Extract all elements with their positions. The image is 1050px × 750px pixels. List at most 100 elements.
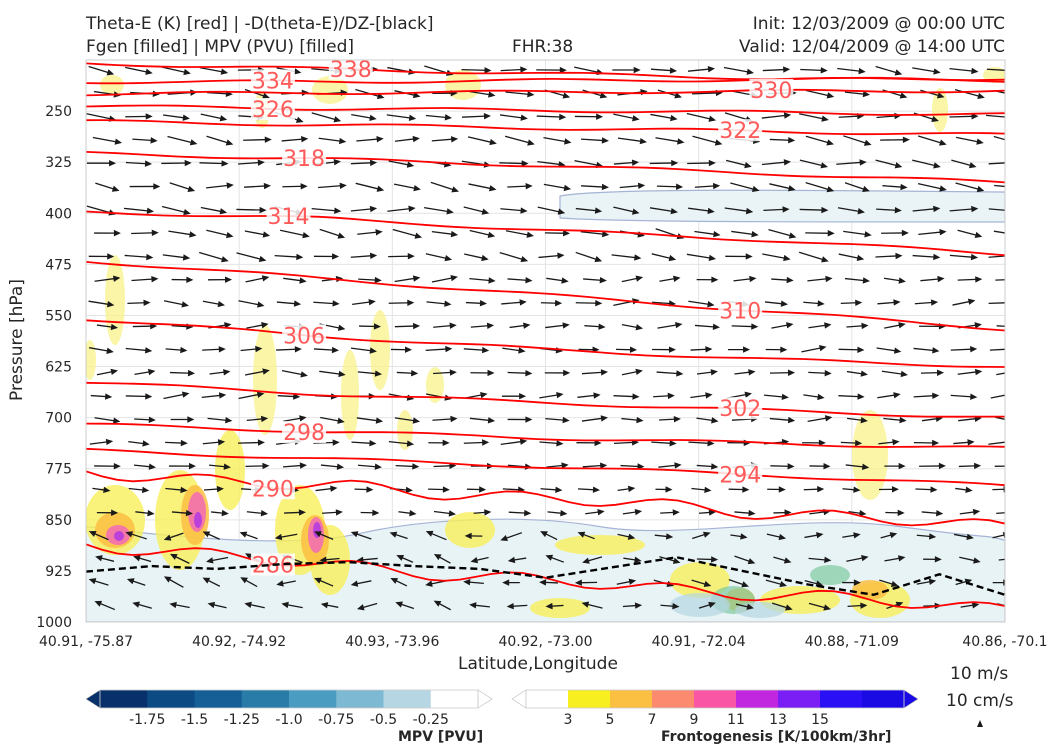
- wind-arrow: [580, 137, 609, 144]
- wind-arrow: [649, 159, 679, 167]
- wind-arrow: [244, 601, 265, 609]
- wind-arrow: [206, 135, 234, 146]
- wind-arrow: [199, 160, 229, 167]
- wind-arrow: [246, 322, 269, 329]
- wind-arrow: [655, 486, 673, 493]
- y-axis-label: Pressure [hPa]: [6, 279, 27, 401]
- wind-ref-1: 10 m/s: [950, 664, 1009, 684]
- theta-e-label: 290: [252, 477, 294, 502]
- fill-region: [215, 430, 245, 510]
- wind-arrow: [995, 278, 1005, 281]
- wind-arrow: [506, 603, 528, 610]
- wind-arrow: [466, 486, 487, 493]
- wind-arrow: [724, 207, 754, 215]
- wind-arrow: [94, 600, 116, 611]
- wind-arrow: [799, 206, 829, 214]
- wind-arrow: [426, 300, 452, 307]
- theta-e-contour: [86, 447, 1005, 487]
- wind-arrow: [470, 322, 495, 329]
- title-right-1: Init: 12/03/2009 @ 00:00 UTC: [752, 14, 1005, 34]
- wind-arrow: [621, 368, 643, 376]
- wind-arrow: [540, 299, 563, 307]
- wind-arrow: [128, 440, 150, 447]
- theta-e-label: 322: [719, 119, 761, 144]
- wind-arrow: [388, 253, 415, 260]
- wind-arrow: [133, 463, 157, 470]
- wind-arrow: [694, 182, 721, 190]
- wind-arrow: [616, 578, 637, 585]
- contour-label-bg: [282, 324, 327, 347]
- wind-arrow: [543, 137, 572, 145]
- wind-arrow: [544, 369, 571, 377]
- wind-arrow: [765, 346, 788, 353]
- wind-arrow: [124, 253, 154, 261]
- wind-arrow: [805, 230, 835, 237]
- wind-arrow: [281, 369, 308, 378]
- wind-arrow: [388, 160, 415, 168]
- wind-arrow: [507, 369, 533, 377]
- y-tick-label: 1000: [36, 615, 72, 631]
- fgen-colorbar-label: Frontogenesis [K/100km/3hr]: [661, 729, 892, 745]
- wind-arrow: [239, 531, 258, 540]
- wind-arrow: [575, 251, 603, 263]
- wind-arrow: [611, 254, 642, 261]
- wind-arrow: [276, 580, 296, 587]
- wind-arrow: [995, 416, 1005, 423]
- contour-label-bg: [718, 397, 763, 420]
- wind-arrow: [431, 230, 459, 238]
- wind-arrow: [546, 462, 569, 469]
- fill-region: [810, 565, 850, 585]
- wind-arrow: [170, 416, 195, 423]
- wind-arrow: [131, 229, 159, 237]
- wind-arrow: [846, 322, 869, 330]
- wind-arrow: [94, 462, 121, 470]
- wind-arrow: [845, 463, 870, 471]
- wind-arrow: [539, 579, 558, 586]
- wind-arrow: [359, 323, 381, 330]
- wind-arrow: [132, 601, 152, 609]
- wind-arrow: [274, 533, 298, 541]
- wind-arrow: [735, 603, 754, 610]
- wind-arrow: [469, 229, 496, 238]
- wind-arrow: [313, 346, 340, 354]
- wind-arrow: [949, 113, 979, 120]
- contour-label-bg: [328, 60, 373, 80]
- wind-arrow: [808, 602, 831, 611]
- fill-region: [370, 310, 390, 390]
- mpv-colorbar-swatch: [194, 690, 243, 708]
- wind-arrow: [620, 463, 645, 470]
- wind-arrow: [88, 578, 109, 586]
- wind-arrow: [734, 555, 756, 565]
- wind-arrow: [805, 182, 835, 193]
- wind-arrow: [687, 66, 716, 73]
- wind-arrow: [917, 182, 947, 192]
- wind-arrow: [240, 345, 263, 353]
- wind-arrow: [652, 346, 676, 353]
- wind-arrow: [650, 113, 678, 122]
- wind-arrow: [389, 531, 408, 540]
- wind-arrow: [356, 135, 384, 143]
- mpv-colorbar-swatch: [336, 690, 384, 708]
- wind-arrow: [884, 462, 906, 470]
- wind-arrow: [659, 275, 681, 282]
- wind-arrow: [920, 89, 945, 99]
- wind-arrow: [842, 579, 861, 586]
- wind-arrow: [950, 346, 978, 353]
- fill-region: [341, 350, 359, 440]
- theta-e-contour: [86, 119, 1005, 136]
- contour-label-bg: [749, 78, 794, 101]
- y-tick-label: 850: [45, 513, 72, 529]
- wind-arrow: [501, 299, 527, 306]
- wind-arrow: [988, 161, 1005, 165]
- wind-arrow: [89, 438, 114, 446]
- wind-arrow: [843, 230, 872, 238]
- wind-arrow: [537, 206, 566, 215]
- wind-arrow: [282, 183, 308, 190]
- y-tick-label: 925: [45, 564, 72, 580]
- wind-arrow: [390, 346, 413, 353]
- theta-e-contour: [86, 210, 1005, 257]
- wind-arrow: [238, 391, 265, 400]
- wind-arrow: [539, 440, 564, 447]
- fill-region: [105, 255, 125, 345]
- wind-arrow: [211, 509, 229, 517]
